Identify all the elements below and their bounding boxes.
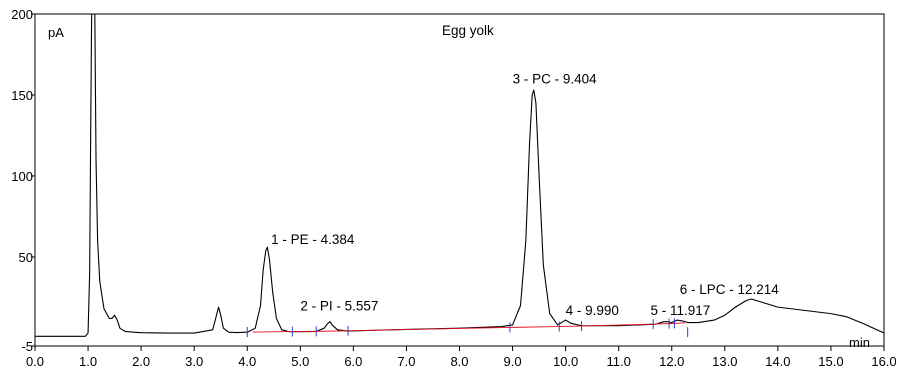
y-tick-label: 50 <box>19 250 33 265</box>
x-tick-label: 9.0 <box>504 354 522 369</box>
peak-label: 4 - 9.990 <box>566 303 619 318</box>
x-tick-label: 14.0 <box>765 354 790 369</box>
x-tick-label: 7.0 <box>397 354 415 369</box>
chart-title: Egg yolk <box>442 23 494 38</box>
x-tick-label: 3.0 <box>185 354 203 369</box>
y-tick-label: -5 <box>21 339 33 354</box>
x-tick-label: 6.0 <box>344 354 362 369</box>
x-tick-label: 4.0 <box>238 354 256 369</box>
x-tick-label: 8.0 <box>450 354 468 369</box>
series-layer <box>35 14 884 337</box>
x-axis-unit: min <box>849 335 870 350</box>
peak-label: 1 - PE - 4.384 <box>271 232 355 247</box>
peak-label: 3 - PC - 9.404 <box>513 72 598 87</box>
baseline-trace <box>252 322 686 333</box>
x-tick-label: 13.0 <box>712 354 737 369</box>
x-tick-label: 0.0 <box>26 354 44 369</box>
peak-label: 6 - LPC - 12.214 <box>680 282 780 297</box>
x-tick-label: 1.0 <box>79 354 97 369</box>
x-tick-label: 11.0 <box>607 354 631 369</box>
y-tick-label: 150 <box>11 88 33 103</box>
peak-label: 5 - 11.917 <box>651 303 711 318</box>
x-tick-label: 2.0 <box>132 354 150 369</box>
x-tick-label: 12.0 <box>659 354 684 369</box>
y-tick-label: 200 <box>11 7 33 22</box>
x-tick-label: 16.0 <box>871 354 896 369</box>
peak-label: 2 - PI - 5.557 <box>300 298 378 313</box>
y-axis-unit: pA <box>48 25 64 40</box>
integration-markers <box>246 318 689 338</box>
y-tick-label: 100 <box>11 169 33 184</box>
axis-ticks: 0.0 1.0 2.0 3.0 4.0 5.0 6.0 7.0 8.0 9.0 10.0 11.0 12… <box>11 7 896 369</box>
x-tick-label: 5.0 <box>291 354 309 369</box>
peak-labels: 1 - PE - 4.384 2 - PI - 5.557 3 - PC - 9.4… <box>271 72 779 319</box>
signal-trace <box>35 14 884 337</box>
x-tick-label: 15.0 <box>818 354 843 369</box>
x-tick-label: 10.0 <box>553 354 578 369</box>
